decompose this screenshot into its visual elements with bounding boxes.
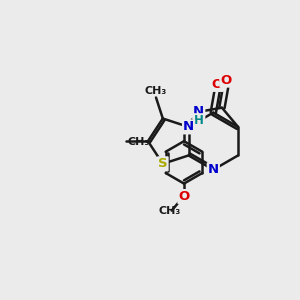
Text: CH₃: CH₃ [158,206,181,216]
Text: CH₃: CH₃ [145,86,167,96]
Text: H: H [194,114,204,127]
Text: S: S [158,157,168,170]
Text: N: N [183,120,194,134]
Text: CH₃: CH₃ [127,137,150,147]
Text: N: N [208,163,219,176]
Text: O: O [220,74,232,87]
Text: O: O [212,78,223,91]
Text: N: N [193,105,204,118]
Text: O: O [178,190,190,203]
